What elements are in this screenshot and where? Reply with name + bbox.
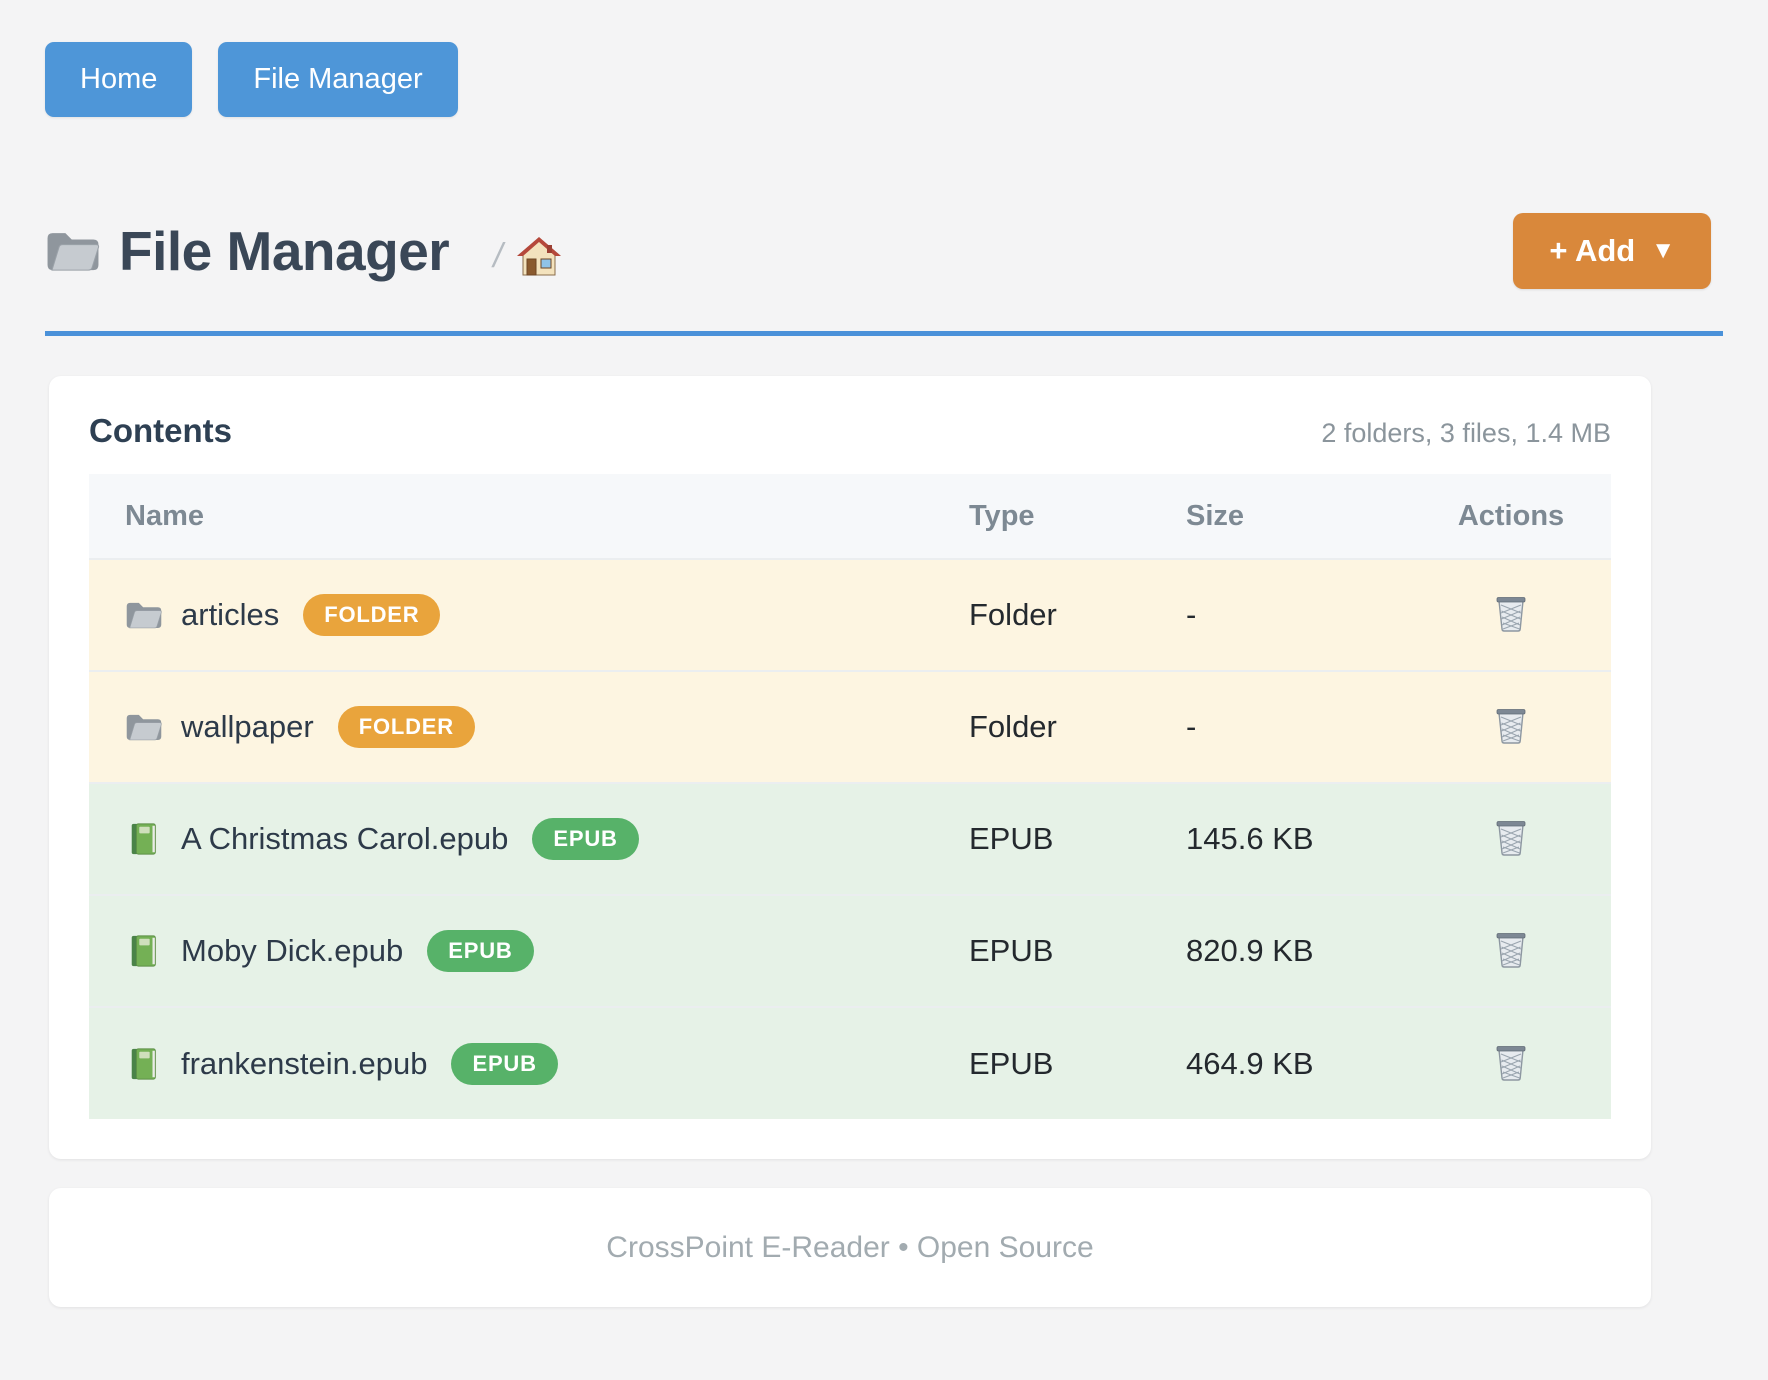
table-row[interactable]: Moby Dick.epub EPUB EPUB 820.9 KB — [89, 895, 1611, 1007]
breadcrumb: / — [493, 234, 561, 278]
trash-icon — [1496, 596, 1526, 632]
trash-icon — [1496, 932, 1526, 968]
contents-summary: 2 folders, 3 files, 1.4 MB — [1321, 418, 1611, 448]
home-icon[interactable] — [516, 234, 561, 278]
table-row[interactable]: wallpaper FOLDER Folder - — [89, 671, 1611, 783]
size-cell: - — [1186, 597, 1197, 632]
column-header-type: Type — [969, 474, 1186, 559]
delete-button[interactable] — [1489, 701, 1533, 749]
add-button-label: + Add — [1549, 233, 1636, 268]
type-cell: Folder — [969, 709, 1057, 744]
trash-icon — [1496, 708, 1526, 744]
file-name: articles — [181, 597, 280, 632]
file-name: frankenstein.epub — [181, 1045, 428, 1081]
footer-card: CrossPoint E-Reader • Open Source — [49, 1188, 1651, 1307]
file-name: A Christmas Carol.epub — [181, 821, 509, 856]
size-cell: - — [1186, 709, 1197, 744]
delete-button[interactable] — [1489, 1038, 1533, 1086]
file-name: Moby Dick.epub — [181, 933, 404, 968]
table-row[interactable]: frankenstein.epub EPUB EPUB 464.9 KB — [89, 1007, 1611, 1119]
title-wrap: File Manager / — [45, 219, 1513, 283]
delete-button[interactable] — [1489, 589, 1533, 637]
column-header-size: Size — [1186, 474, 1411, 559]
table-row[interactable]: articles FOLDER Folder - — [89, 559, 1611, 671]
column-header-name: Name — [89, 474, 969, 559]
trash-icon — [1496, 820, 1526, 856]
type-cell: EPUB — [969, 821, 1054, 856]
type-cell: EPUB — [969, 1045, 1054, 1081]
contents-card: Contents 2 folders, 3 files, 1.4 MB Name… — [49, 376, 1651, 1159]
folder-icon — [126, 714, 162, 741]
contents-heading: Contents — [89, 412, 232, 449]
file-type-badge: FOLDER — [303, 594, 441, 636]
folder-icon — [126, 602, 162, 629]
contents-card-header: Contents 2 folders, 3 files, 1.4 MB — [89, 412, 1611, 450]
type-cell: EPUB — [969, 933, 1054, 968]
title-underline — [45, 331, 1723, 336]
add-button[interactable]: + Add ▼ — [1513, 213, 1711, 289]
file-type-badge: EPUB — [532, 818, 639, 860]
delete-button[interactable] — [1489, 925, 1533, 973]
type-cell: Folder — [969, 597, 1057, 632]
folder-icon — [47, 232, 100, 271]
file-type-badge: EPUB — [451, 1042, 558, 1085]
column-header-actions: Actions — [1411, 474, 1611, 559]
book-icon — [131, 823, 157, 855]
footer-text: CrossPoint E-Reader • Open Source — [606, 1230, 1094, 1264]
page-header: File Manager / + Add ▼ — [45, 213, 1723, 289]
file-type-badge: FOLDER — [337, 706, 475, 748]
delete-button[interactable] — [1489, 813, 1533, 861]
size-cell: 145.6 KB — [1186, 821, 1314, 856]
file-manager-button[interactable]: File Manager — [218, 42, 458, 117]
home-button[interactable]: Home — [45, 42, 193, 117]
file-table: Name Type Size Actions articles FOLDER F… — [89, 474, 1611, 1119]
table-row[interactable]: A Christmas Carol.epub EPUB EPUB 145.6 K… — [89, 783, 1611, 895]
book-icon — [131, 935, 157, 967]
file-type-badge: EPUB — [427, 930, 534, 972]
file-name: wallpaper — [181, 709, 314, 744]
trash-icon — [1496, 1045, 1526, 1081]
size-cell: 464.9 KB — [1186, 1045, 1314, 1081]
chevron-down-icon: ▼ — [1651, 237, 1675, 264]
breadcrumb-separator: / — [493, 236, 503, 275]
top-nav: Home File Manager — [0, 0, 1768, 117]
book-icon — [131, 1047, 157, 1080]
size-cell: 820.9 KB — [1186, 933, 1314, 968]
table-header-row: Name Type Size Actions — [89, 474, 1611, 559]
page-title: File Manager — [119, 220, 450, 282]
